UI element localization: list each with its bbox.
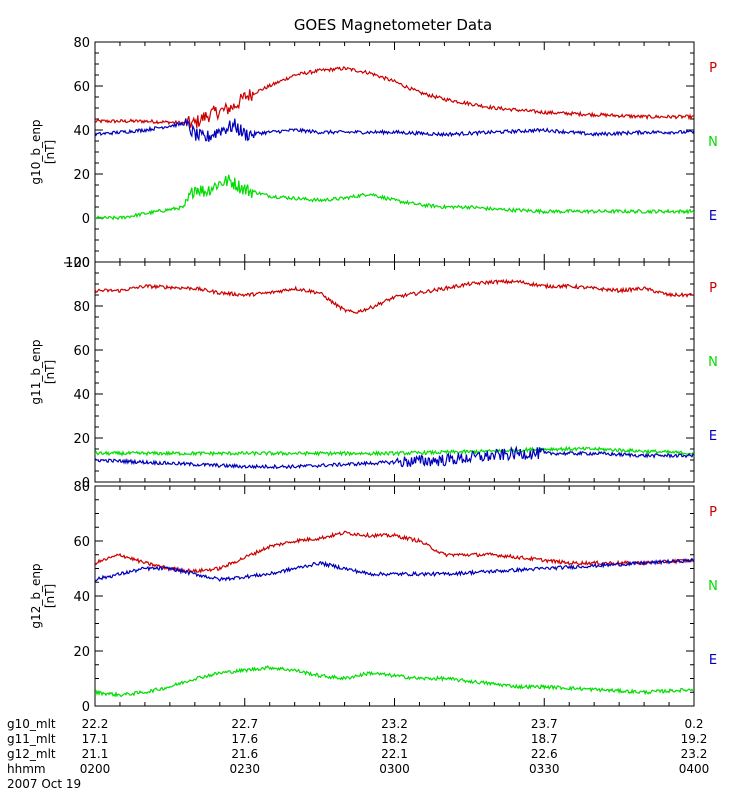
x-row-value: 19.2 bbox=[681, 732, 708, 746]
y-tick-label: 0 bbox=[82, 212, 90, 227]
date-label: 2007 Oct 19 bbox=[7, 777, 81, 791]
y-tick-label: 60 bbox=[73, 344, 90, 359]
y-tick-label: 40 bbox=[73, 590, 90, 605]
series-line-N bbox=[95, 174, 694, 221]
x-row-value: 18.7 bbox=[531, 732, 558, 746]
x-row-value: 21.6 bbox=[231, 747, 258, 761]
x-row-value: 18.2 bbox=[381, 732, 408, 746]
y-tick-label: 20 bbox=[73, 432, 90, 447]
chart-title: GOES Magnetometer Data bbox=[294, 16, 492, 34]
series-line-E bbox=[95, 445, 694, 470]
legend-E: E bbox=[709, 429, 717, 444]
y-tick-label: 100 bbox=[65, 256, 90, 271]
legend-P: P bbox=[709, 505, 717, 520]
x-row-value: 17.6 bbox=[231, 732, 258, 746]
x-row-label: g12_mlt bbox=[7, 747, 56, 761]
y-tick-label: 80 bbox=[73, 36, 90, 51]
x-row-label: g10_mlt bbox=[7, 717, 56, 731]
y-tick-label: 0 bbox=[82, 476, 90, 491]
legend-N: N bbox=[708, 355, 718, 370]
series-line-E bbox=[95, 557, 694, 582]
y-axis-unit: [nT] bbox=[43, 140, 57, 164]
x-row-value: 22.2 bbox=[82, 717, 109, 731]
legend-E: E bbox=[709, 653, 717, 668]
x-row-value: 17.1 bbox=[82, 732, 109, 746]
x-row-value: 23.2 bbox=[381, 717, 408, 731]
series-line-P bbox=[95, 278, 694, 314]
x-row-value: 22.7 bbox=[231, 717, 258, 731]
panel-2: 0 20 40 60 80 100 g11_b_enp [nT] P N E bbox=[29, 256, 718, 491]
x-row-value: 21.1 bbox=[82, 747, 109, 761]
panel-1: −20 0 20 40 60 80 g10_b_enp [nT] P N E bbox=[29, 36, 718, 271]
y-tick-label: 80 bbox=[73, 480, 90, 495]
x-row-value: 0400 bbox=[679, 762, 710, 776]
x-row-value: 22.1 bbox=[381, 747, 408, 761]
panel-frame bbox=[94, 261, 695, 483]
y-tick-label: 60 bbox=[73, 535, 90, 550]
y-tick-label: 40 bbox=[73, 388, 90, 403]
x-row-value: 23.7 bbox=[531, 717, 558, 731]
y-tick-label: 20 bbox=[73, 168, 90, 183]
x-row-value: 0300 bbox=[379, 762, 410, 776]
x-row-value: 23.2 bbox=[681, 747, 708, 761]
panel-frame bbox=[94, 485, 695, 707]
y-tick-label: 20 bbox=[73, 645, 90, 660]
series-line-N bbox=[95, 445, 694, 457]
y-tick-label: 40 bbox=[73, 124, 90, 139]
x-row-value: 0230 bbox=[229, 762, 260, 776]
x-row-value: 22.6 bbox=[531, 747, 558, 761]
x-row-value: 0330 bbox=[529, 762, 560, 776]
x-row-value: 0200 bbox=[80, 762, 111, 776]
series-line-P bbox=[95, 530, 694, 574]
x-row-label: hhmm bbox=[7, 762, 46, 776]
legend-N: N bbox=[708, 579, 718, 594]
series-line-E bbox=[95, 118, 694, 142]
y-axis-unit: [nT] bbox=[43, 584, 57, 608]
y-tick-label: 60 bbox=[73, 80, 90, 95]
y-axis-label: g10_b_enp bbox=[29, 119, 43, 184]
legend-P: P bbox=[709, 61, 717, 76]
y-axis-unit: [nT] bbox=[43, 360, 57, 384]
panel-frame bbox=[94, 41, 695, 263]
y-tick-label: −20 bbox=[63, 256, 90, 271]
series-line-P bbox=[95, 66, 694, 128]
y-tick-label: 0 bbox=[82, 700, 90, 715]
legend-N: N bbox=[708, 135, 718, 150]
x-row-value: 0.2 bbox=[684, 717, 703, 731]
series-line-N bbox=[95, 665, 694, 698]
legend-E: E bbox=[709, 209, 717, 224]
x-axis-labels: g10_mlt 22.2 22.7 23.2 23.7 0.2 g11_mlt 17.1 17.… bbox=[7, 717, 709, 791]
x-row-label: g11_mlt bbox=[7, 732, 56, 746]
y-axis-label: g12_b_enp bbox=[29, 563, 43, 628]
y-tick-label: 80 bbox=[73, 300, 90, 315]
y-axis-label: g11_b_enp bbox=[29, 339, 43, 404]
legend-P: P bbox=[709, 281, 717, 296]
panel-3: 0 20 40 60 80 g12_b_enp [nT] P N E bbox=[29, 480, 718, 715]
